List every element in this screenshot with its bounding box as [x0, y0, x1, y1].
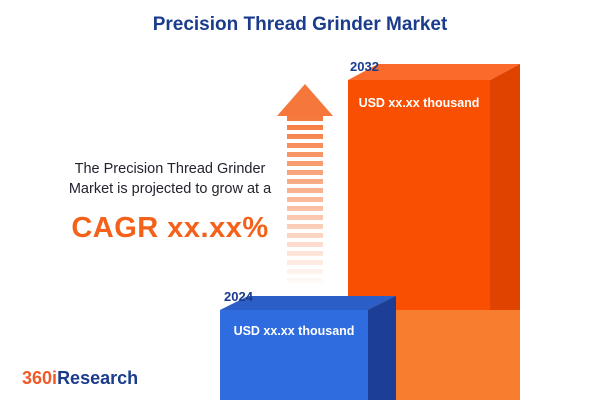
bar-2024-top-face [220, 296, 396, 310]
bar-2032-value-label: USD xx.xx thousand [358, 96, 480, 110]
bar-2024-year-label: 2024 [224, 289, 253, 304]
cagr-value: CAGR xx.xx% [71, 212, 269, 245]
description-line1: The Precision Thread Grinder [74, 161, 266, 177]
market-description: The Precision Thread Grinder Market is p… [20, 160, 320, 248]
bar-2032-top-face [348, 64, 520, 80]
logo-part-i: i [52, 368, 58, 388]
bar-2024-side-face [368, 296, 396, 400]
bar-2032-lower-shade [396, 310, 520, 400]
brand-logo: 360iResearch [22, 368, 138, 389]
description-line2: Market is projected to grow at a [68, 180, 272, 197]
bar-2024-value-label: USD xx.xx thousand [233, 324, 355, 338]
page-title: Precision Thread Grinder Market [152, 14, 448, 35]
logo-part-360: 360 [22, 368, 53, 388]
growth-arrow-head-icon [277, 84, 333, 116]
bar-2032-year-label: 2032 [350, 59, 379, 74]
bar-2024 [220, 310, 368, 400]
growth-arrow-shaft-icon [287, 116, 323, 288]
logo-part-research: Research [57, 368, 139, 388]
